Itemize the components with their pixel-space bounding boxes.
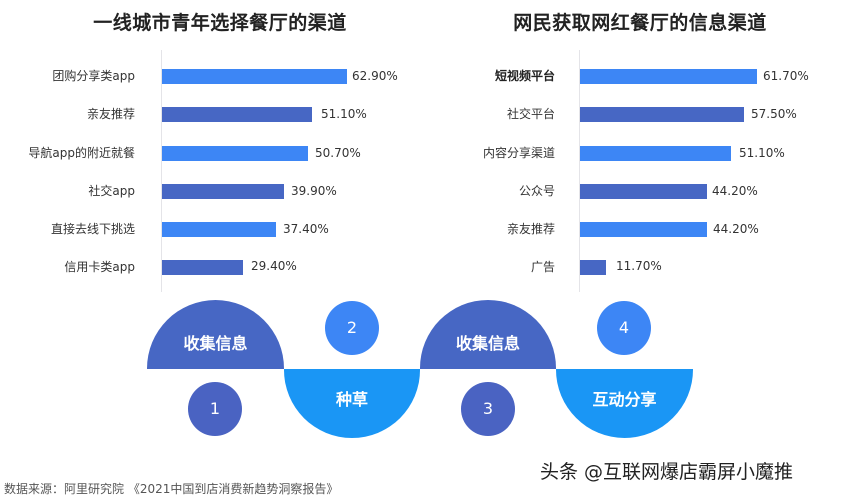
category-label: 亲友推荐 (506, 222, 555, 236)
value-label: 39.90% (291, 184, 337, 198)
bar (162, 69, 347, 84)
value-label: 44.20% (713, 222, 759, 236)
value-label: 51.10% (321, 107, 367, 121)
step-1-label: 收集信息 (183, 334, 248, 353)
category-label: 信用卡类app (64, 260, 135, 274)
left-chart-axis (161, 50, 162, 292)
value-label: 11.70% (616, 259, 662, 273)
value-label: 44.20% (712, 184, 758, 198)
bar (580, 69, 757, 84)
category-label: 团购分享类app (52, 69, 135, 83)
step-3-semicircle: 收集信息 (420, 300, 556, 369)
step-3-number-badge: 3 (461, 382, 515, 436)
left-chart-title: 一线城市青年选择餐厅的渠道 (93, 12, 347, 34)
category-label: 导航app的附近就餐 (28, 146, 135, 160)
category-label: 公众号 (518, 184, 555, 198)
value-label: 51.10% (739, 146, 785, 160)
bar (162, 107, 312, 122)
bar (162, 146, 308, 161)
step-2-number-badge: 2 (325, 301, 379, 355)
value-label: 62.90% (352, 69, 398, 83)
category-label: 社交平台 (506, 107, 555, 121)
bar (580, 184, 707, 199)
step-1-semicircle: 收集信息 (147, 300, 284, 369)
category-label: 亲友推荐 (86, 107, 135, 121)
value-label: 50.70% (315, 146, 361, 160)
value-label: 29.40% (251, 259, 297, 273)
bar (580, 260, 606, 275)
step-4-number-badge: 4 (597, 301, 651, 355)
category-label: 内容分享渠道 (482, 146, 555, 160)
step-1-number-badge: 1 (188, 382, 242, 436)
bar (162, 260, 243, 275)
bar (162, 184, 284, 199)
step-4-label: 互动分享 (592, 390, 657, 409)
step-4-semicircle: 互动分享 (556, 369, 693, 438)
step-3-label: 收集信息 (455, 334, 520, 353)
right-chart-axis (579, 50, 580, 292)
bar (580, 146, 731, 161)
step-2-semicircle: 种草 (284, 369, 420, 438)
watermark: 头条 @互联网爆店霸屏小魔推 (540, 461, 794, 483)
value-label: 61.70% (763, 69, 809, 83)
bar (580, 222, 707, 237)
category-label: 广告 (530, 260, 555, 274)
step-2-label: 种草 (335, 390, 368, 409)
right-chart-title: 网民获取网红餐厅的信息渠道 (513, 12, 767, 34)
category-label: 短视频平台 (494, 69, 555, 83)
category-label: 社交app (88, 184, 135, 198)
bar (580, 107, 744, 122)
category-label: 直接去线下挑选 (50, 222, 135, 236)
value-label: 57.50% (751, 107, 797, 121)
value-label: 37.40% (283, 222, 329, 236)
data-source-note: 数据来源：阿里研究院 《2021中国到店消费新趋势洞察报告》 (4, 482, 339, 496)
bar (162, 222, 276, 237)
